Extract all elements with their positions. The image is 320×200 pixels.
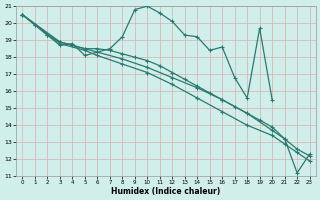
X-axis label: Humidex (Indice chaleur): Humidex (Indice chaleur) bbox=[111, 187, 221, 196]
